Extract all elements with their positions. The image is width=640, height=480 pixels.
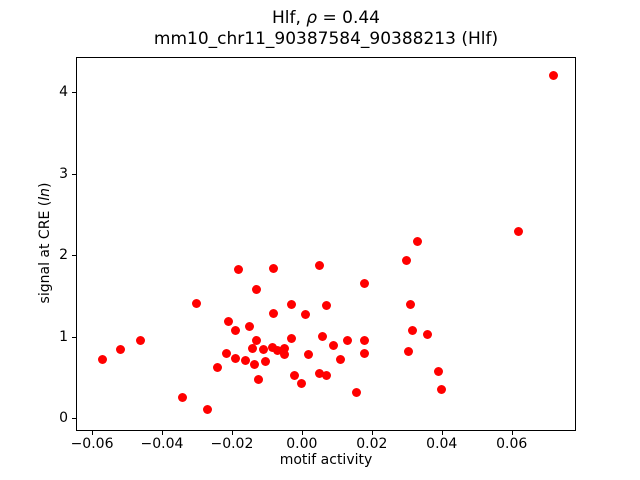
data-point (241, 355, 251, 365)
data-point (244, 322, 254, 332)
data-point (260, 356, 270, 366)
title-rho-symbol: ρ (306, 8, 318, 28)
data-point (136, 336, 146, 346)
y-tick-label: 4 (59, 84, 68, 101)
x-tick-label: 0.00 (286, 436, 318, 452)
data-point (437, 385, 447, 395)
data-point (360, 348, 370, 358)
x-tick (301, 431, 303, 435)
x-tick (231, 431, 233, 435)
data-point (98, 355, 108, 365)
y-axis-label-ln: ln (37, 188, 53, 201)
data-point (213, 363, 223, 373)
y-tick-label: 1 (59, 328, 68, 345)
x-tick-label: −0.06 (70, 436, 114, 452)
data-point (272, 346, 282, 356)
x-tick-label: −0.04 (140, 436, 184, 452)
data-point (178, 392, 188, 402)
data-point (230, 325, 240, 335)
data-point (423, 329, 433, 339)
data-point (402, 256, 412, 266)
y-tick (72, 336, 76, 338)
y-tick (72, 92, 76, 94)
data-point (351, 387, 361, 397)
data-point (300, 310, 310, 320)
data-point (250, 359, 260, 369)
data-point (290, 370, 300, 380)
y-tick (72, 418, 76, 420)
data-point (321, 301, 331, 311)
y-axis-label: signal at CRE (ln) (37, 183, 53, 304)
data-point (286, 333, 296, 343)
data-point (279, 344, 289, 354)
data-point (360, 336, 370, 346)
y-tick (72, 255, 76, 257)
data-point (269, 308, 279, 318)
data-point (335, 355, 345, 365)
data-point (314, 368, 324, 378)
x-tick-label: −0.02 (210, 436, 254, 452)
y-tick-label: 0 (59, 410, 68, 427)
x-tick (511, 431, 513, 435)
x-tick (161, 431, 163, 435)
data-point (342, 336, 352, 346)
title-rho-value: = 0.44 (317, 8, 380, 28)
data-point (407, 325, 417, 335)
data-point (202, 404, 212, 414)
chart-title-line1: Hlf, ρ = 0.44 (77, 8, 575, 29)
x-axis-label: motif activity (279, 452, 373, 468)
data-point (279, 350, 289, 360)
data-point (549, 71, 559, 81)
data-point (269, 263, 279, 273)
y-axis-label-close: ) (37, 182, 53, 189)
x-tick-label: 0.04 (426, 436, 458, 452)
data-point (433, 367, 443, 377)
data-point (286, 300, 296, 310)
y-tick (72, 173, 76, 175)
chart-title: Hlf, ρ = 0.44 mm10_chr11_90387584_903882… (77, 8, 575, 50)
data-point (318, 332, 328, 342)
x-tick (441, 431, 443, 435)
data-point (314, 261, 324, 271)
data-point (412, 236, 422, 246)
data-point (297, 378, 307, 388)
title-text: Hlf, (271, 8, 307, 28)
plot-area (76, 57, 576, 431)
data-point (404, 346, 414, 356)
data-point (223, 316, 233, 326)
data-point (230, 354, 240, 364)
data-point (251, 335, 261, 345)
data-point (360, 279, 370, 289)
data-point (192, 298, 202, 308)
x-tick-label: 0.06 (496, 436, 528, 452)
y-tick-label: 2 (59, 247, 68, 264)
y-tick-label: 3 (59, 165, 68, 182)
data-point (514, 227, 524, 237)
chart-title-line2: mm10_chr11_90387584_90388213 (Hlf) (153, 29, 499, 49)
data-point (234, 264, 244, 274)
x-tick (371, 431, 373, 435)
data-point (248, 343, 258, 353)
data-point (115, 345, 125, 355)
x-tick (92, 431, 94, 435)
data-point (321, 371, 331, 381)
x-tick-label: 0.02 (356, 436, 388, 452)
data-point (328, 341, 338, 351)
data-point (222, 348, 232, 358)
data-point (251, 284, 261, 294)
data-point (267, 342, 277, 352)
data-point (405, 300, 415, 310)
data-point (304, 350, 314, 360)
data-point (258, 345, 268, 355)
data-point (253, 375, 263, 385)
